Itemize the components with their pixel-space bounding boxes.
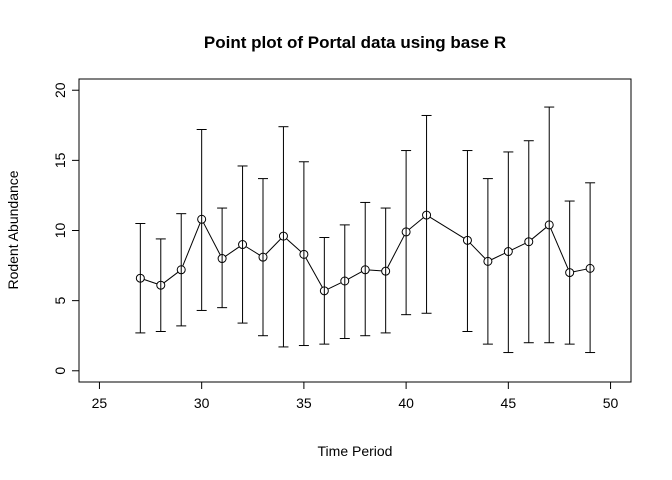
series-line-segment — [387, 235, 405, 268]
data-point — [565, 268, 575, 278]
data-point — [422, 210, 432, 220]
data-point — [585, 263, 595, 273]
series-line-segment — [163, 271, 179, 284]
series-line-segment — [286, 238, 302, 253]
chart-title: Point plot of Portal data using base R — [204, 33, 506, 52]
data-point — [217, 254, 227, 264]
data-point — [340, 276, 350, 286]
data-point — [401, 227, 411, 237]
data-series — [135, 210, 595, 296]
series-line-segment — [369, 269, 382, 272]
data-point — [238, 240, 248, 250]
data-point — [135, 273, 145, 283]
x-tick-label: 35 — [296, 395, 312, 411]
y-tick-label: 10 — [52, 223, 68, 239]
series-line-segment — [225, 246, 240, 257]
data-point — [483, 256, 493, 266]
y-tick-label: 15 — [52, 152, 68, 168]
y-tick-label: 0 — [52, 367, 68, 375]
series-line-segment — [550, 228, 569, 270]
data-point — [360, 265, 370, 275]
series-line-segment — [531, 227, 547, 240]
y-tick-label: 5 — [52, 297, 68, 305]
series-line-segment — [203, 222, 221, 256]
data-point — [258, 252, 268, 262]
data-point — [544, 220, 554, 230]
data-point — [197, 214, 207, 224]
x-tick-label: 25 — [92, 395, 108, 411]
series-line-segment — [469, 242, 486, 259]
data-point — [503, 247, 513, 257]
x-tick-label: 50 — [603, 395, 619, 411]
series-line-segment — [429, 216, 465, 239]
x-axis-label: Time Period — [318, 443, 393, 459]
data-point — [278, 231, 288, 241]
series-line-segment — [408, 217, 424, 230]
series-line-segment — [491, 252, 505, 261]
series-line-segment — [511, 243, 526, 251]
x-axis: 25 30 35 40 45 50 — [92, 381, 619, 411]
data-point — [524, 237, 534, 247]
data-point — [381, 266, 391, 276]
series-line-segment — [143, 279, 158, 285]
data-point — [156, 280, 166, 290]
series-line-segment — [245, 246, 260, 256]
plot-area-frame — [78, 78, 632, 383]
y-tick-label: 20 — [52, 82, 68, 98]
y-axis-label: Rodent Abundance — [5, 170, 21, 289]
series-line-segment — [265, 238, 282, 255]
series-line-segment — [573, 268, 587, 273]
error-bars — [135, 106, 596, 354]
data-point — [319, 286, 329, 296]
x-tick-label: 40 — [398, 395, 414, 411]
y-axis: 0 5 10 15 20 — [52, 82, 80, 375]
series-line-segment — [327, 282, 342, 290]
series-line-segment — [305, 257, 323, 288]
data-point — [176, 265, 186, 275]
data-point — [299, 249, 309, 259]
series-line-segment — [348, 271, 362, 280]
data-point — [462, 235, 472, 245]
series-line-segment — [182, 222, 201, 267]
x-tick-label: 45 — [501, 395, 517, 411]
x-tick-label: 30 — [194, 395, 210, 411]
